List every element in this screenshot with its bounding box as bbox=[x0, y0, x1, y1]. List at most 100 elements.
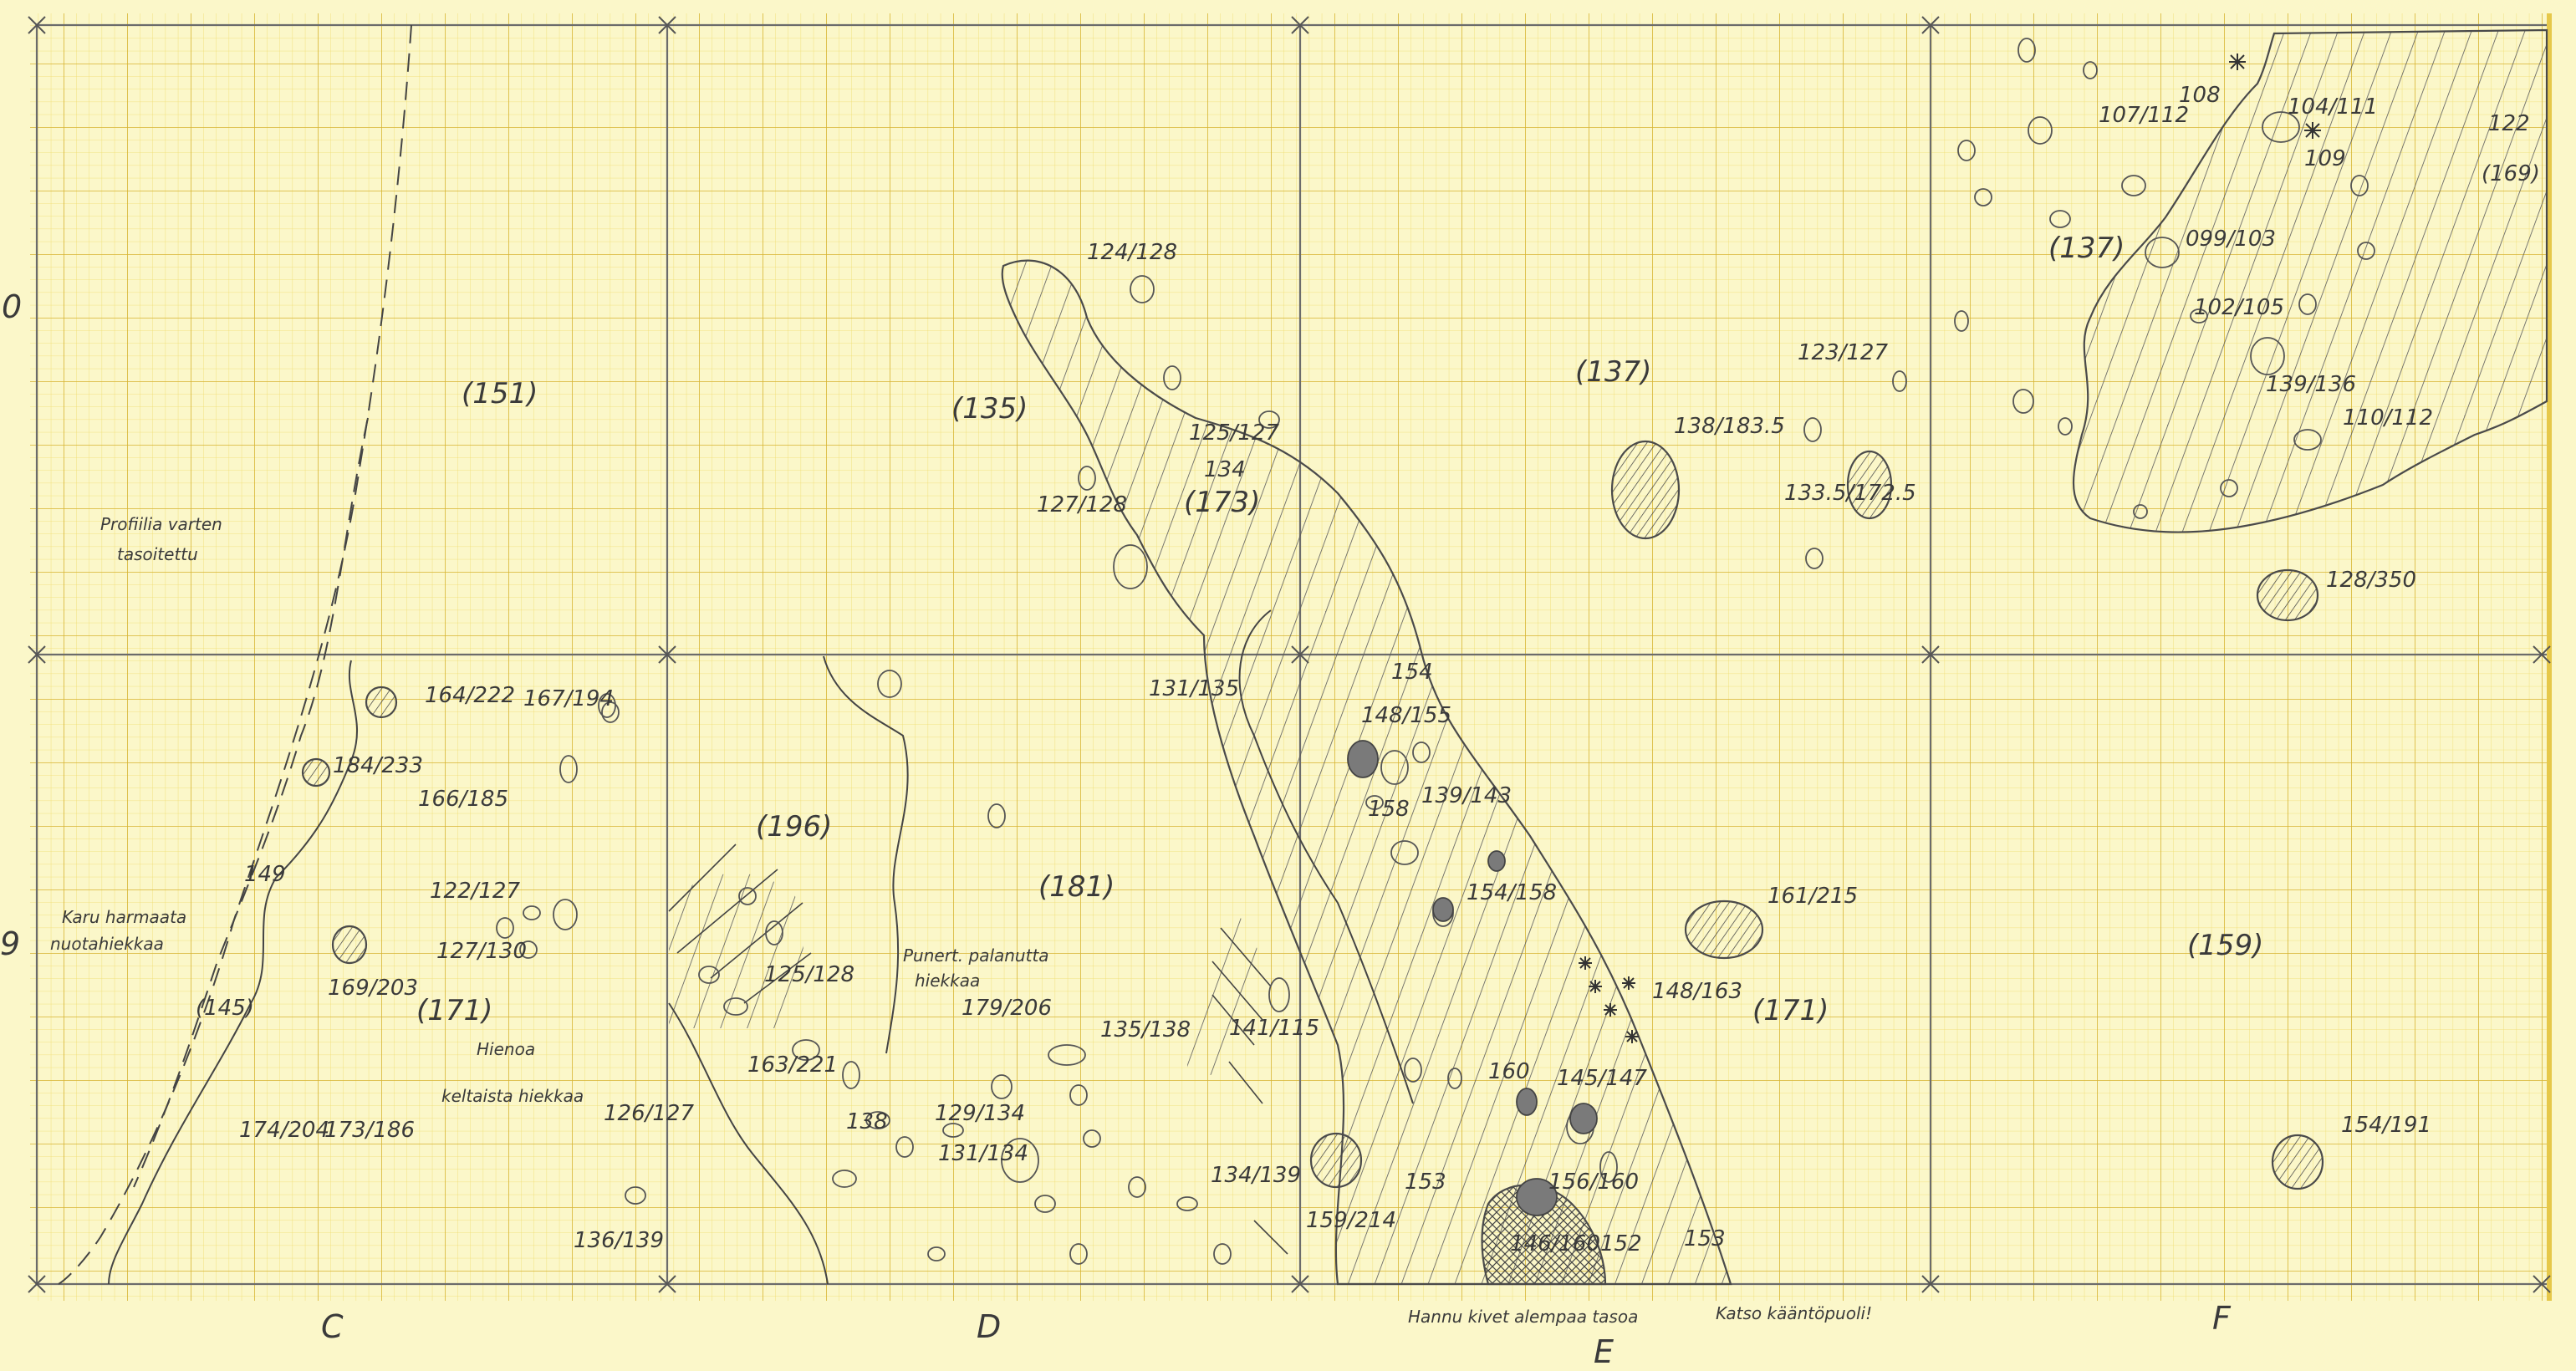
spot-height: 124/128 bbox=[1087, 240, 1177, 265]
feature-northeast-area bbox=[2073, 28, 2548, 533]
note-burntsand-line2: hiekkaa bbox=[915, 971, 980, 991]
spot-height: 125/128 bbox=[764, 962, 854, 987]
spot-height: 131/135 bbox=[1149, 676, 1239, 701]
feature-lower-hatch bbox=[1187, 903, 1261, 1077]
spot-height: 136/139 bbox=[574, 1228, 664, 1253]
zone-label: (181) bbox=[1038, 870, 1115, 904]
spot-height: 167/194 bbox=[523, 686, 614, 711]
zone-label: 153 bbox=[1684, 1226, 1726, 1251]
zone-label: 122 bbox=[2488, 111, 2530, 136]
zone-label: (171) bbox=[416, 994, 492, 1027]
column-label-e: E bbox=[1594, 1333, 1614, 1370]
feature-164 bbox=[365, 686, 398, 719]
spot-height: 146/160 bbox=[1510, 1231, 1600, 1256]
find-markers bbox=[1579, 54, 2321, 1043]
row-label-0: 0 bbox=[2, 288, 22, 325]
zone-label: 154 bbox=[1391, 660, 1433, 685]
zone-label: (151) bbox=[462, 377, 538, 410]
zone-label: (171) bbox=[1752, 994, 1829, 1027]
channel-edge bbox=[1238, 609, 1414, 1104]
feature-west-hatch bbox=[669, 873, 803, 1028]
zone-label: 134 bbox=[1204, 457, 1246, 482]
column-label-f: F bbox=[2212, 1300, 2232, 1337]
zone-label: (169) bbox=[2482, 161, 2540, 186]
feature-138 bbox=[1610, 440, 1681, 540]
note-profile-line2: tasoitettu bbox=[117, 544, 198, 564]
spot-height: 138 bbox=[846, 1109, 888, 1134]
note-gravel-line2: nuotahiekkaa bbox=[50, 934, 164, 954]
spot-heights: 124/128 125/127 127/128 131/135 107/112 … bbox=[239, 83, 2433, 1256]
feature-169 bbox=[331, 925, 368, 965]
note-finesand-line1: Hienoa bbox=[477, 1039, 535, 1059]
zone-label: (135) bbox=[951, 392, 1028, 426]
spot-height: 145/147 bbox=[1557, 1066, 1647, 1091]
feature-128 bbox=[2256, 568, 2319, 622]
zone-label: 153 bbox=[1405, 1170, 1446, 1195]
spot-height: 099/103 bbox=[2186, 227, 2276, 252]
spot-height: 158 bbox=[1368, 797, 1410, 822]
note-profile-line1: Profiilia varten bbox=[100, 514, 222, 534]
spot-height: 139/136 bbox=[2266, 372, 2356, 397]
note-see-reverse: Katso kääntöpuoli! bbox=[1716, 1303, 1872, 1323]
spot-height: 160 bbox=[1488, 1059, 1530, 1084]
spot-height: 152 bbox=[1600, 1231, 1642, 1256]
spot-height: 127/130 bbox=[436, 939, 527, 964]
dashed-short-lines bbox=[1211, 927, 1288, 1255]
point-label: 109 bbox=[2304, 146, 2346, 171]
spot-height: 122/127 bbox=[430, 879, 520, 904]
spot-height: 133.5/172.5 bbox=[1784, 481, 1916, 506]
feature-154 bbox=[2271, 1134, 2324, 1190]
dark-stones bbox=[1347, 740, 1598, 1216]
spot-height: 148/155 bbox=[1361, 703, 1451, 728]
sand-boundary bbox=[108, 660, 359, 1285]
spot-height: 148/163 bbox=[1652, 979, 1742, 1004]
feature-159 bbox=[1309, 1132, 1363, 1189]
spot-height: 184/233 bbox=[333, 753, 423, 778]
spot-height: 123/127 bbox=[1798, 340, 1888, 365]
feature-184 bbox=[301, 757, 331, 787]
spot-height: 179/206 bbox=[962, 996, 1052, 1021]
yellow-sand-boundary bbox=[668, 1002, 829, 1285]
spot-height: 138/183.5 bbox=[1674, 414, 1785, 439]
spot-height: 166/185 bbox=[418, 787, 508, 812]
spot-height: 127/128 bbox=[1037, 492, 1127, 517]
stones bbox=[496, 38, 2375, 1265]
spot-height: 110/112 bbox=[2343, 405, 2433, 431]
zone-label: (145) bbox=[196, 996, 254, 1021]
spot-height: 134/139 bbox=[1211, 1163, 1301, 1188]
note-stones: Hannu kivet alempaa tasoa bbox=[1408, 1307, 1638, 1327]
spot-height: 164/222 bbox=[425, 683, 515, 708]
point-label: 108 bbox=[2179, 83, 2221, 108]
zone-label: 149 bbox=[244, 862, 286, 887]
spot-height: 104/111 bbox=[2288, 94, 2378, 120]
axis-labels: C D E F 0 9 bbox=[0, 288, 2232, 1370]
lower-left-hatch-lines bbox=[668, 843, 812, 1004]
spot-height: 139/143 bbox=[1421, 783, 1512, 808]
row-label-9: 9 bbox=[0, 925, 20, 962]
spot-height: 174/204 bbox=[239, 1118, 329, 1143]
spot-height: 102/105 bbox=[2194, 295, 2284, 320]
feature-133 bbox=[1846, 450, 1893, 520]
note-gravel-line1: Karu harmaata bbox=[62, 907, 186, 927]
zone-label: (137) bbox=[1575, 355, 1651, 389]
profile-dashed-line-2 bbox=[133, 417, 369, 1188]
notes: Profiilia varten tasoitettu Karu harmaat… bbox=[50, 514, 1872, 1327]
spot-height: 131/134 bbox=[938, 1141, 1028, 1166]
zone-label: (173) bbox=[1184, 486, 1260, 519]
spot-height: 159/214 bbox=[1306, 1208, 1396, 1233]
zone-labels: (151) (135) (173) (137) (137) (169) (196… bbox=[196, 111, 2540, 1251]
spot-height: 154/191 bbox=[2341, 1113, 2431, 1138]
spot-height: 135/138 bbox=[1100, 1017, 1191, 1042]
spot-height: 128/350 bbox=[2326, 568, 2416, 593]
spot-height: 161/215 bbox=[1767, 884, 1858, 909]
feature-161 bbox=[1684, 900, 1764, 960]
spot-height: 173/186 bbox=[324, 1118, 415, 1143]
note-burntsand-line1: Punert. palanutta bbox=[903, 945, 1049, 966]
zone-label: (196) bbox=[756, 810, 832, 843]
note-finesand-line2: keltaista hiekkaa bbox=[441, 1086, 584, 1106]
spot-height: 156/160 bbox=[1548, 1170, 1639, 1195]
column-label-d: D bbox=[977, 1308, 1001, 1345]
column-label-c: C bbox=[321, 1308, 344, 1345]
spot-height: 154/158 bbox=[1467, 880, 1557, 905]
